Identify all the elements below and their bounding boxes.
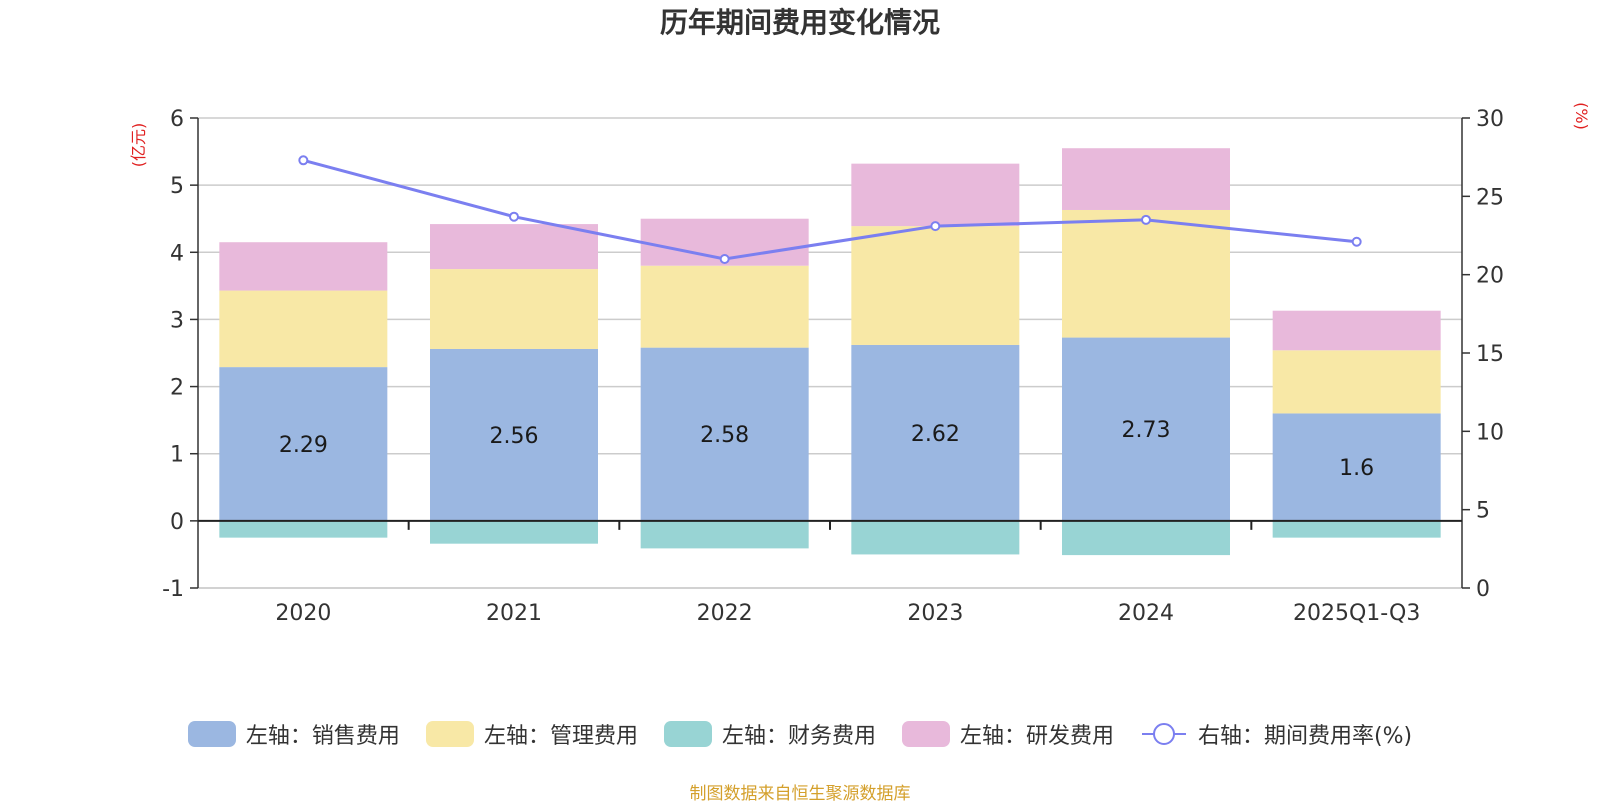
- bar-segment: [430, 520, 598, 544]
- rate-line-point: [719, 254, 730, 264]
- gridlines: [198, 117, 1462, 589]
- legend-line-marker-icon: [1141, 723, 1186, 745]
- left-tick-label: 0: [170, 510, 184, 535]
- legend: 左轴：销售费用 左轴：管理费用 左轴：财务费用 左轴：研发费用 右轴：期间费用率…: [0, 718, 1600, 750]
- left-tick-label: 3: [170, 308, 184, 333]
- x-tick-label: 2025Q1-Q3: [1293, 601, 1420, 626]
- legend-label-rate: 右轴：期间费用率(%): [1197, 724, 1413, 749]
- right-axis-unit: (%): [1572, 102, 1591, 130]
- bar-data-label: 2.56: [490, 424, 539, 449]
- left-tick-label: 1: [170, 443, 184, 468]
- legend-item-admin[interactable]: 左轴：管理费用: [425, 718, 638, 750]
- bar-segment: [219, 520, 388, 538]
- legend-item-sales[interactable]: 左轴：销售费用: [187, 718, 400, 750]
- bar-data-label: 2.62: [911, 422, 960, 447]
- rate-line: [298, 155, 1362, 264]
- legend-swatch-admin: [425, 721, 474, 747]
- bar-segment: [1272, 520, 1441, 538]
- bar-segment: [219, 367, 388, 521]
- legend-item-finance[interactable]: 左轴：财务费用: [663, 718, 876, 750]
- legend-swatch-finance: [663, 721, 712, 747]
- rate-line-point: [1141, 214, 1151, 225]
- bar-segment: [640, 520, 809, 549]
- bar-segment: [219, 242, 388, 291]
- right-tick-label: 0: [1476, 577, 1490, 602]
- legend-label-finance: 左轴：财务费用: [721, 724, 876, 749]
- legend-label-admin: 左轴：管理费用: [483, 724, 638, 749]
- bar-segment: [851, 520, 1020, 555]
- legend-item-rnd[interactable]: 左轴：研发费用: [901, 718, 1114, 750]
- rate-line-point: [298, 155, 309, 166]
- legend-label-rnd: 左轴：研发费用: [959, 724, 1114, 749]
- bar-data-label: 2.29: [279, 433, 328, 458]
- chart-title: 历年期间费用变化情况: [660, 6, 940, 39]
- legend-item-rate[interactable]: 右轴：期间费用率(%): [1140, 718, 1412, 750]
- left-tick-label: 4: [170, 241, 184, 266]
- bar-data-label: 2.73: [1122, 418, 1171, 443]
- left-tick-label: 6: [170, 107, 184, 132]
- right-tick-label: 5: [1476, 499, 1490, 524]
- rate-line-point: [930, 221, 941, 232]
- axes: -1 0 1 2 3 4 5 6 0 5 10 15 20 25 30 2020 2021 2022 2023 202…: [162, 107, 1504, 626]
- bar-labels: 2.29 2.56 2.58 2.62 2.73 1.6: [279, 418, 1374, 481]
- legend-label-sales: 左轴：销售费用: [245, 724, 400, 749]
- bar-segment: [1272, 310, 1441, 351]
- right-tick-label: 30: [1476, 107, 1504, 132]
- bar-segment: [430, 269, 598, 349]
- x-tick-label: 2020: [275, 601, 331, 626]
- bars: [219, 148, 1441, 556]
- bar-segment: [640, 347, 809, 521]
- bar-segment: [851, 344, 1020, 521]
- bar-segment: [1062, 520, 1230, 556]
- bar-segment: [1062, 337, 1230, 521]
- x-tick-label: 2023: [907, 601, 963, 626]
- x-tick-label: 2024: [1118, 601, 1174, 626]
- bar-segment: [1062, 209, 1230, 338]
- legend-swatch-rnd: [901, 721, 950, 747]
- legend-swatch-sales: [187, 721, 236, 747]
- x-tick-label: 2021: [486, 601, 542, 626]
- right-tick-label: 20: [1476, 264, 1504, 289]
- bar-segment: [1062, 148, 1230, 210]
- bar-segment: [851, 163, 1020, 227]
- bar-segment: [430, 224, 598, 270]
- bar-segment: [430, 348, 598, 521]
- right-tick-label: 15: [1476, 342, 1504, 367]
- rate-line-path: [302, 158, 1357, 261]
- bar-segment: [1272, 350, 1441, 414]
- x-tick-label: 2022: [697, 601, 753, 626]
- left-axis-unit: (亿元): [129, 123, 148, 168]
- right-tick-label: 25: [1476, 185, 1504, 210]
- bar-segment: [640, 265, 809, 348]
- left-tick-label: -1: [162, 577, 184, 602]
- bar-segment: [1272, 413, 1441, 521]
- left-tick-label: 2: [170, 376, 184, 401]
- left-tick-label: 5: [170, 174, 184, 199]
- bar-segment: [219, 290, 388, 368]
- bar-segment: [851, 226, 1020, 345]
- bar-data-label: 1.6: [1339, 456, 1374, 481]
- data-source-note: 制图数据来自恒生聚源数据库: [689, 784, 911, 804]
- right-tick-label: 10: [1476, 420, 1504, 445]
- bar-data-label: 2.58: [700, 423, 749, 448]
- rate-line-point: [509, 211, 519, 222]
- rate-line-point: [1351, 236, 1362, 247]
